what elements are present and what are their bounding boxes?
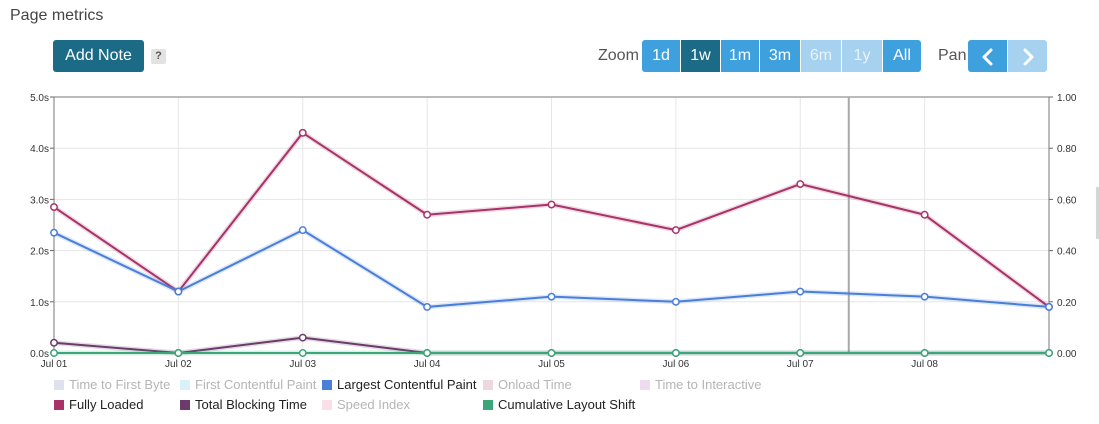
legend-swatch — [322, 400, 332, 410]
chart-legend: Time to First Byte First Contentful Paint… — [54, 377, 814, 417]
data-point — [671, 349, 680, 357]
legend-swatch — [640, 380, 650, 390]
legend-label: Onload Time — [498, 377, 572, 392]
y-right-tick-label: 1.00 — [1057, 93, 1077, 104]
zoom-1w-button[interactable]: 1w — [681, 40, 720, 72]
data-point — [174, 349, 183, 357]
y-left-tick-label: 3.0s — [30, 195, 49, 206]
y-right-tick-label: 0.80 — [1057, 144, 1077, 155]
legend-label: Cumulative Layout Shift — [498, 397, 636, 412]
legend-item[interactable]: Total Blocking Time — [180, 397, 307, 412]
legend-item[interactable]: Onload Time — [483, 377, 572, 392]
zoom-all-button[interactable]: All — [883, 40, 921, 72]
y-right-tick-label: 0.40 — [1057, 247, 1077, 258]
legend-item[interactable]: First Contentful Paint — [180, 377, 316, 392]
add-note-button[interactable]: Add Note — [53, 40, 144, 72]
y-right-tick-label: 0.00 — [1057, 349, 1077, 360]
data-point — [920, 292, 929, 301]
chevron-right-icon — [1023, 48, 1033, 66]
legend-item[interactable]: Cumulative Layout Shift — [483, 397, 635, 412]
y-right-tick-label: 0.20 — [1057, 298, 1077, 309]
zoom-1d-button[interactable]: 1d — [642, 40, 680, 72]
data-point — [50, 228, 58, 237]
legend-label: Speed Index — [337, 397, 411, 412]
legend-label: Time to Interactive — [655, 377, 762, 392]
y-right-tick-label: 0.60 — [1057, 195, 1077, 206]
x-tick-label: Jul 04 — [414, 359, 441, 370]
data-point — [1045, 349, 1053, 357]
data-point — [547, 200, 556, 209]
legend-swatch — [322, 380, 332, 390]
pan-right-button[interactable] — [1008, 40, 1047, 72]
zoom-3m-button[interactable]: 3m — [760, 40, 800, 72]
data-point — [1045, 302, 1053, 311]
data-point — [50, 203, 58, 212]
zoom-6m-button[interactable]: 6m — [801, 40, 841, 72]
data-point — [298, 226, 307, 235]
data-point — [547, 292, 556, 301]
legend-label: Fully Loaded — [69, 397, 144, 412]
pan-left-button[interactable] — [968, 40, 1007, 72]
data-point — [50, 349, 58, 357]
zoom-1y-button[interactable]: 1y — [842, 40, 882, 72]
y-left-tick-label: 0.0s — [30, 349, 49, 360]
data-point — [298, 128, 307, 137]
data-point — [547, 349, 556, 357]
scrollbar[interactable] — [1096, 187, 1099, 239]
data-point — [298, 333, 307, 342]
data-point — [423, 302, 432, 311]
y-left-tick-label: 2.0s — [30, 247, 49, 258]
data-point — [796, 287, 805, 296]
chevron-left-icon — [982, 48, 992, 66]
x-tick-label: Jul 03 — [289, 359, 316, 370]
data-point — [174, 287, 183, 296]
legend-swatch — [54, 380, 64, 390]
x-tick-label: Jul 02 — [165, 359, 192, 370]
legend-item[interactable]: Time to Interactive — [640, 377, 761, 392]
data-point — [423, 210, 432, 219]
legend-item[interactable]: Fully Loaded — [54, 397, 143, 412]
data-point — [796, 349, 805, 357]
x-tick-label: Jul 06 — [663, 359, 690, 370]
x-tick-label: Jul 07 — [787, 359, 814, 370]
data-point — [671, 226, 680, 235]
x-tick-label: Jul 05 — [538, 359, 565, 370]
data-point — [298, 349, 307, 357]
data-point — [50, 338, 58, 347]
legend-label: Total Blocking Time — [195, 397, 307, 412]
x-tick-label: Jul 01 — [41, 359, 68, 370]
data-point — [920, 349, 929, 357]
zoom-1m-button[interactable]: 1m — [721, 40, 759, 72]
legend-item[interactable]: Time to First Byte — [54, 377, 170, 392]
page-title: Page metrics — [10, 7, 104, 24]
data-point — [796, 180, 805, 188]
legend-item[interactable]: Speed Index — [322, 397, 410, 412]
legend-label: First Contentful Paint — [195, 377, 317, 392]
pan-button-group — [968, 40, 1047, 72]
legend-swatch — [180, 400, 190, 410]
legend-item[interactable]: Largest Contentful Paint — [322, 377, 476, 392]
y-left-tick-label: 5.0s — [30, 93, 49, 104]
zoom-label: Zoom — [598, 47, 639, 64]
data-point — [920, 210, 929, 219]
legend-label: Largest Contentful Paint — [337, 377, 477, 392]
y-left-tick-label: 4.0s — [30, 144, 49, 155]
data-point — [671, 297, 680, 306]
legend-swatch — [54, 400, 64, 410]
zoom-button-group: 1d 1w 1m 3m 6m 1y All — [642, 40, 921, 72]
legend-swatch — [180, 380, 190, 390]
x-tick-label: Jul 08 — [911, 359, 938, 370]
legend-label: Time to First Byte — [69, 377, 171, 392]
data-point — [423, 349, 432, 357]
help-icon[interactable]: ? — [151, 49, 166, 64]
legend-swatch — [483, 380, 493, 390]
y-left-tick-label: 1.0s — [30, 298, 49, 309]
legend-swatch — [483, 400, 493, 410]
pan-label: Pan — [938, 47, 967, 64]
